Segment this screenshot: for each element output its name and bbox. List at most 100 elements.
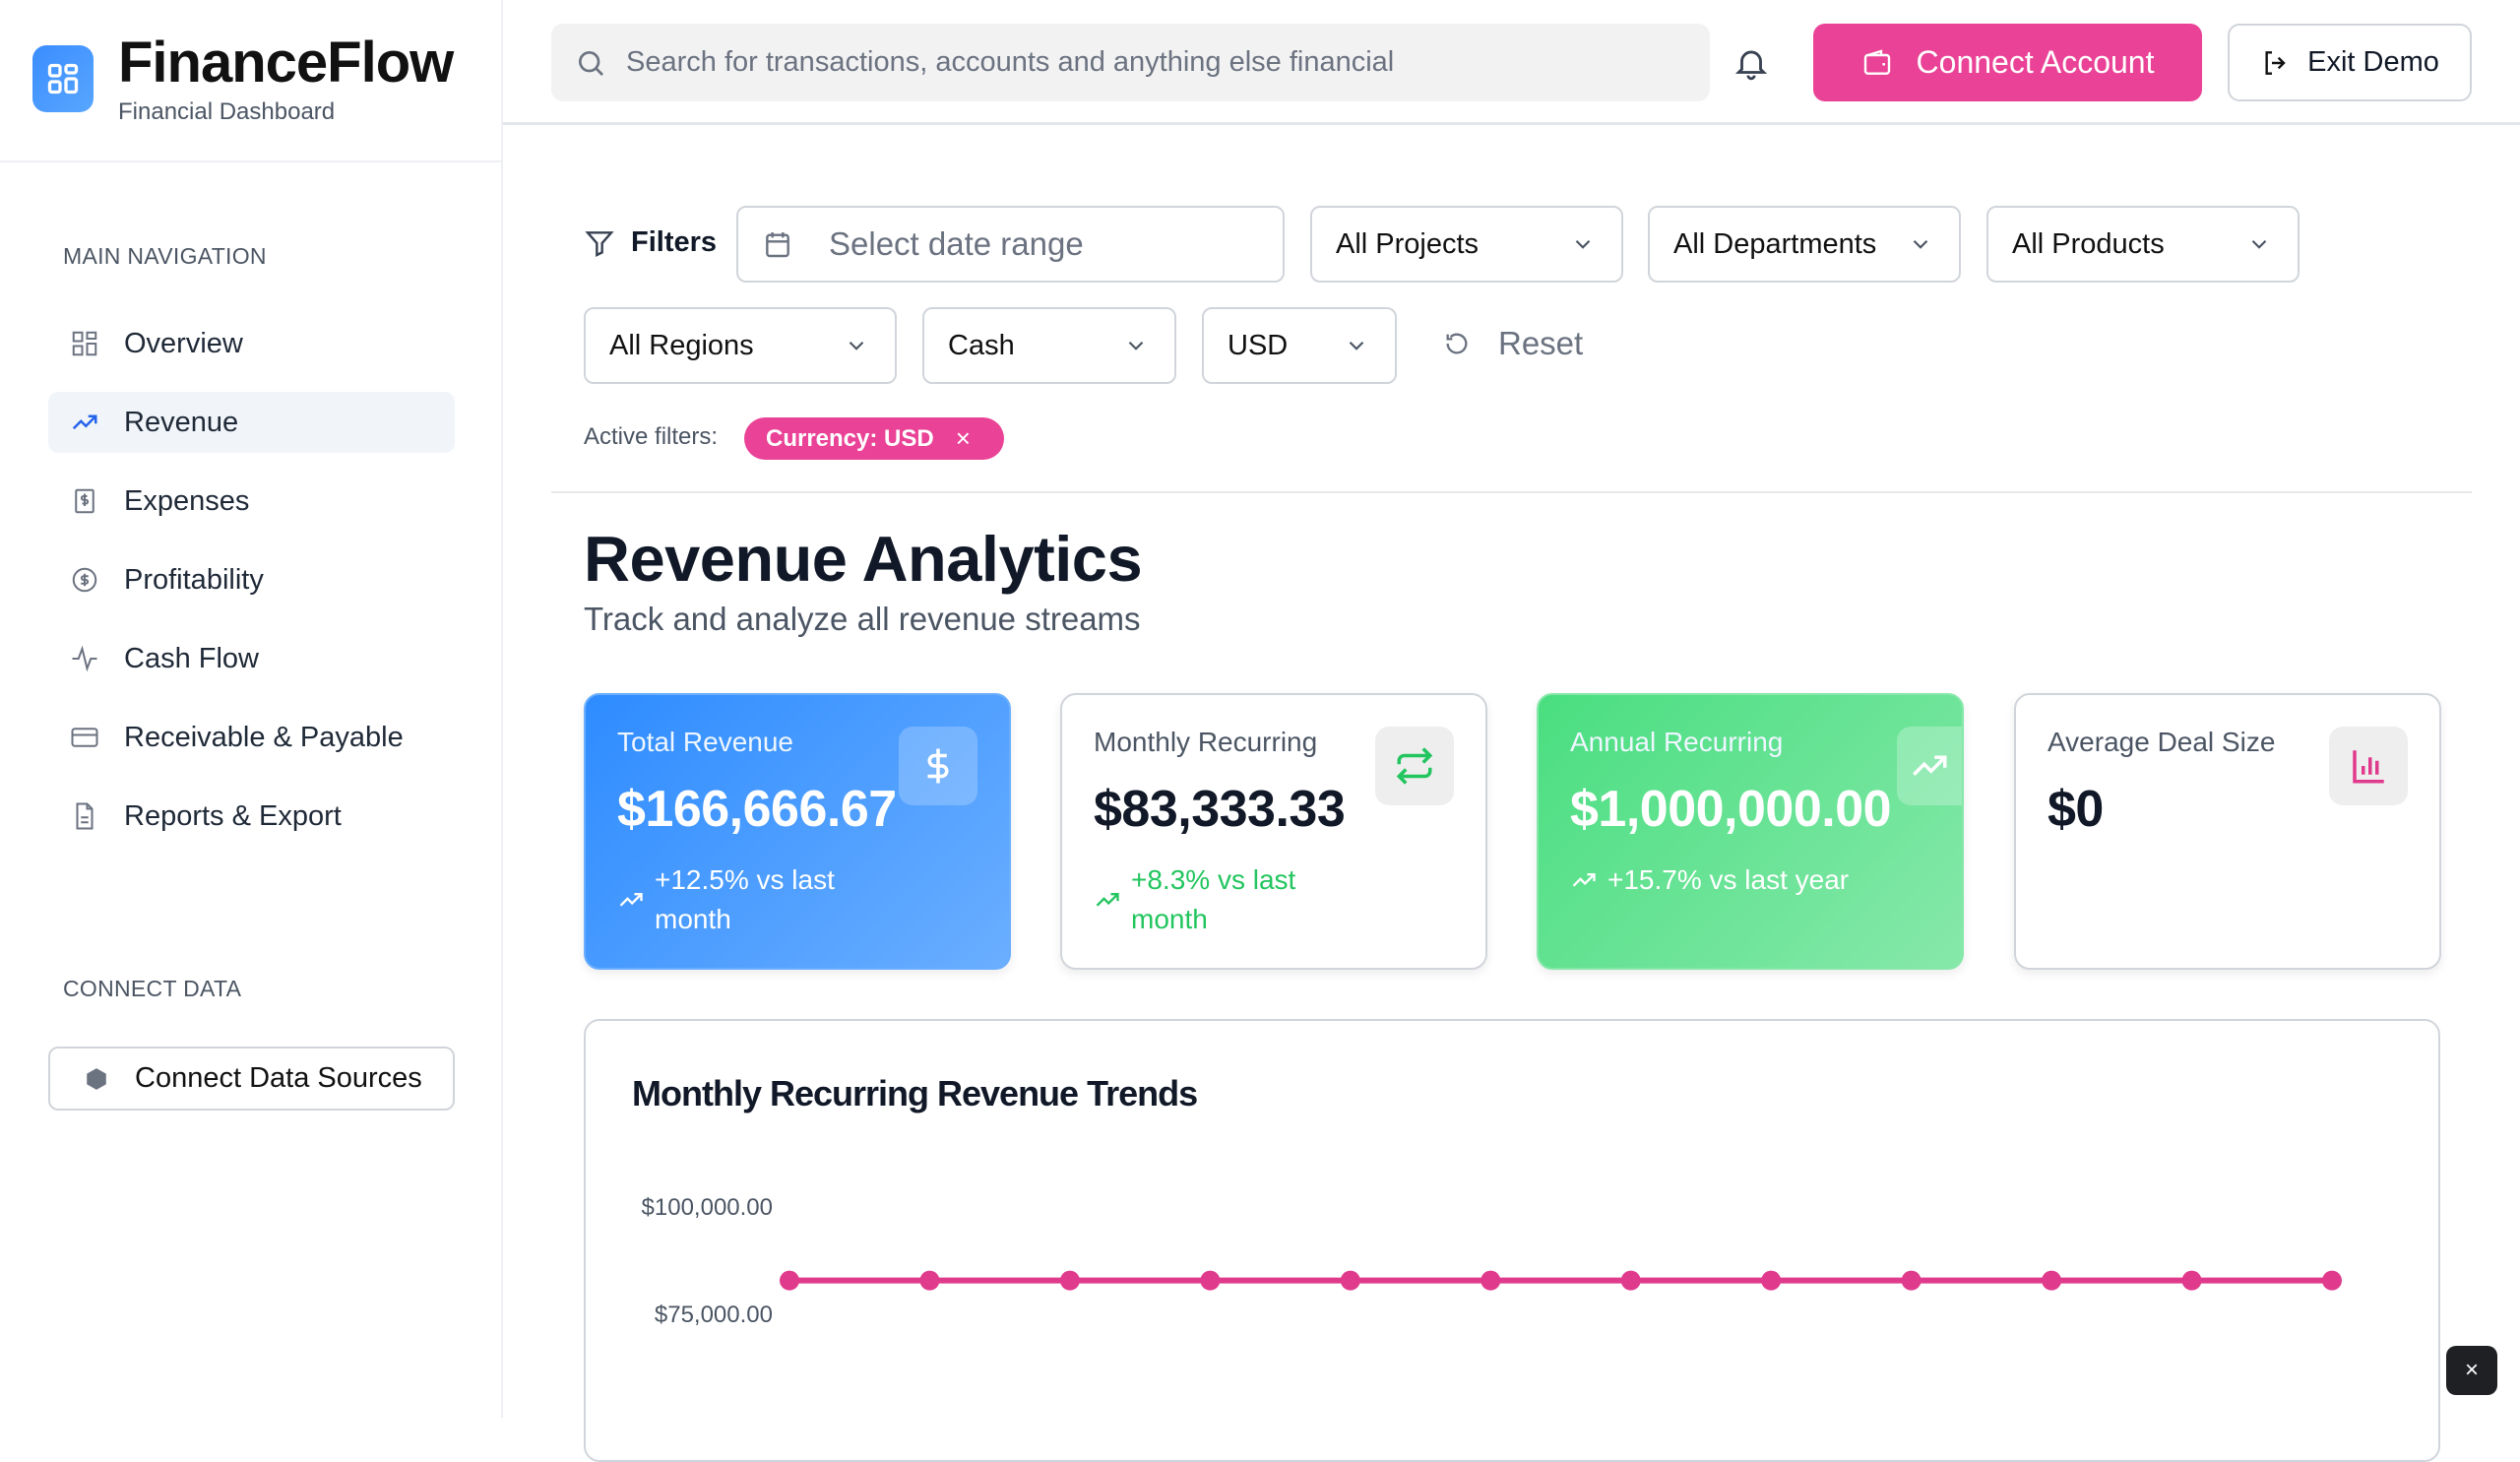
y-tick-label: $100,000.00 [641, 1194, 773, 1221]
card-label: Total Revenue [617, 727, 794, 757]
active-filter-chip: Currency: USD × [744, 417, 1004, 460]
dollar-icon [899, 727, 977, 805]
bell-icon[interactable] [1732, 43, 1770, 83]
brand-name: FinanceFlow [118, 31, 454, 95]
main-navigation-heading: MAIN NAVIGATION [63, 243, 267, 269]
chevron-down-icon [2251, 239, 2267, 249]
date-range-picker[interactable]: Select date range [736, 206, 1285, 283]
accounting-basis-select[interactable]: Cash [922, 307, 1176, 384]
toast-close-button[interactable]: × [2446, 1346, 2497, 1395]
annual-recurring-card: Annual Recurring $1,000,000.00 +15.7% vs… [1537, 693, 1964, 970]
sidebar-item-label: Expenses [124, 484, 250, 517]
basis-value: Cash [948, 329, 1015, 361]
average-deal-size-card: Average Deal Size $0 [2014, 693, 2441, 970]
repeat-icon [1375, 727, 1454, 805]
filters-text: Filters [631, 226, 718, 258]
card-trend: +15.7% vs last year [1570, 860, 1930, 900]
card-label: Average Deal Size [2048, 727, 2276, 757]
sidebar-item-label: Profitability [124, 563, 264, 596]
search-icon [579, 50, 603, 76]
sidebar-item-revenue[interactable]: Revenue [48, 392, 455, 453]
sidebar-item-label: Overview [124, 327, 243, 359]
receipt-icon [75, 488, 94, 514]
sidebar-item-label: Reports & Export [124, 799, 342, 832]
sidebar-item-cash-flow[interactable]: Cash Flow [48, 628, 455, 689]
y-tick-label: $75,000.00 [654, 1302, 773, 1328]
activity-icon [72, 645, 97, 672]
card-value: $83,333.33 [1094, 781, 1346, 838]
departments-value: All Departments [1673, 227, 1877, 260]
chart-title: Monthly Recurring Revenue Trends [632, 1073, 1198, 1113]
chevron-down-icon [1575, 239, 1591, 249]
products-value: All Products [2012, 227, 2165, 260]
card-value: $166,666.67 [617, 781, 897, 838]
sidebar [0, 0, 503, 1418]
calendar-icon [766, 232, 789, 258]
projects-value: All Projects [1336, 227, 1480, 260]
connect-data-sources-button[interactable]: Connect Data Sources [48, 1047, 455, 1111]
trend-text: +8.3% vs last month [1131, 864, 1296, 934]
header-divider [503, 122, 2520, 125]
chevron-down-icon [849, 341, 864, 350]
filter-icon [585, 230, 614, 257]
search-bar[interactable] [551, 24, 1710, 101]
trending-up-icon [72, 414, 97, 430]
departments-select[interactable]: All Departments [1648, 206, 1961, 283]
sidebar-item-reports-export[interactable]: Reports & Export [48, 786, 455, 847]
dollar-circle-icon [72, 567, 97, 593]
page-subtitle: Track and analyze all revenue streams [584, 601, 1141, 637]
card-trend: +8.3% vs last month [1094, 860, 1320, 939]
card-value: $1,000,000.00 [1570, 781, 1892, 838]
trending-up-icon [1572, 873, 1596, 887]
chevron-down-icon [1128, 341, 1144, 350]
regions-value: All Regions [609, 329, 754, 361]
trending-up-icon [619, 893, 643, 907]
wallet-icon [1863, 48, 1890, 75]
currency-select[interactable]: USD [1202, 307, 1397, 384]
trend-text: +12.5% vs last month [655, 864, 835, 934]
sidebar-divider [0, 160, 503, 162]
bar-chart-icon [2329, 727, 2408, 805]
card-label: Annual Recurring [1570, 727, 1784, 757]
grid-icon [72, 331, 97, 356]
exit-demo-button[interactable]: Exit Demo [2228, 24, 2472, 101]
exit-demo-label: Exit Demo [2307, 46, 2439, 78]
reset-icon [1446, 333, 1468, 354]
sidebar-item-overview[interactable]: Overview [48, 313, 455, 374]
card-trend: +12.5% vs last month [617, 860, 844, 939]
products-select[interactable]: All Products [1986, 206, 2300, 283]
sidebar-item-profitability[interactable]: Profitability [48, 549, 455, 610]
active-filters-label: Active filters: [584, 423, 719, 450]
sidebar-item-label: Receivable & Payable [124, 721, 404, 753]
regions-select[interactable]: All Regions [584, 307, 897, 384]
filters-divider [551, 491, 2472, 493]
reset-button[interactable]: Reset [1443, 325, 1583, 362]
chevron-down-icon [1913, 239, 1928, 249]
currency-value: USD [1228, 329, 1289, 361]
credit-card-icon [71, 728, 98, 747]
card-value: $0 [2048, 781, 2104, 838]
projects-select[interactable]: All Projects [1310, 206, 1623, 283]
connect-data-heading: CONNECT DATA [63, 976, 242, 1001]
sidebar-item-label: Cash Flow [124, 642, 259, 674]
cube-icon [87, 1067, 106, 1090]
chip-label: Currency: USD [766, 424, 934, 452]
brand-subtitle: Financial Dashboard [118, 98, 336, 125]
total-revenue-card: Total Revenue $166,666.67 +12.5% vs last… [584, 693, 1011, 970]
monthly-recurring-card: Monthly Recurring $83,333.33 +8.3% vs la… [1060, 693, 1487, 970]
connect-account-button[interactable]: Connect Account [1813, 24, 2202, 101]
page-title: Revenue Analytics [584, 523, 1143, 595]
trending-up-icon [1897, 727, 1962, 805]
sidebar-item-receivable-payable[interactable]: Receivable & Payable [48, 707, 455, 768]
connect-data-sources-label: Connect Data Sources [135, 1062, 422, 1094]
card-label: Monthly Recurring [1094, 727, 1318, 757]
close-icon[interactable]: × [955, 423, 971, 453]
date-range-placeholder: Select date range [829, 225, 1084, 262]
logo-icon [32, 45, 94, 112]
file-text-icon [76, 802, 94, 830]
trending-up-icon [1096, 893, 1119, 907]
search-input[interactable] [626, 46, 1709, 79]
filters-label: Filters [584, 226, 717, 259]
sidebar-item-expenses[interactable]: Expenses [48, 471, 455, 532]
trend-text: +15.7% vs last year [1607, 864, 1850, 895]
